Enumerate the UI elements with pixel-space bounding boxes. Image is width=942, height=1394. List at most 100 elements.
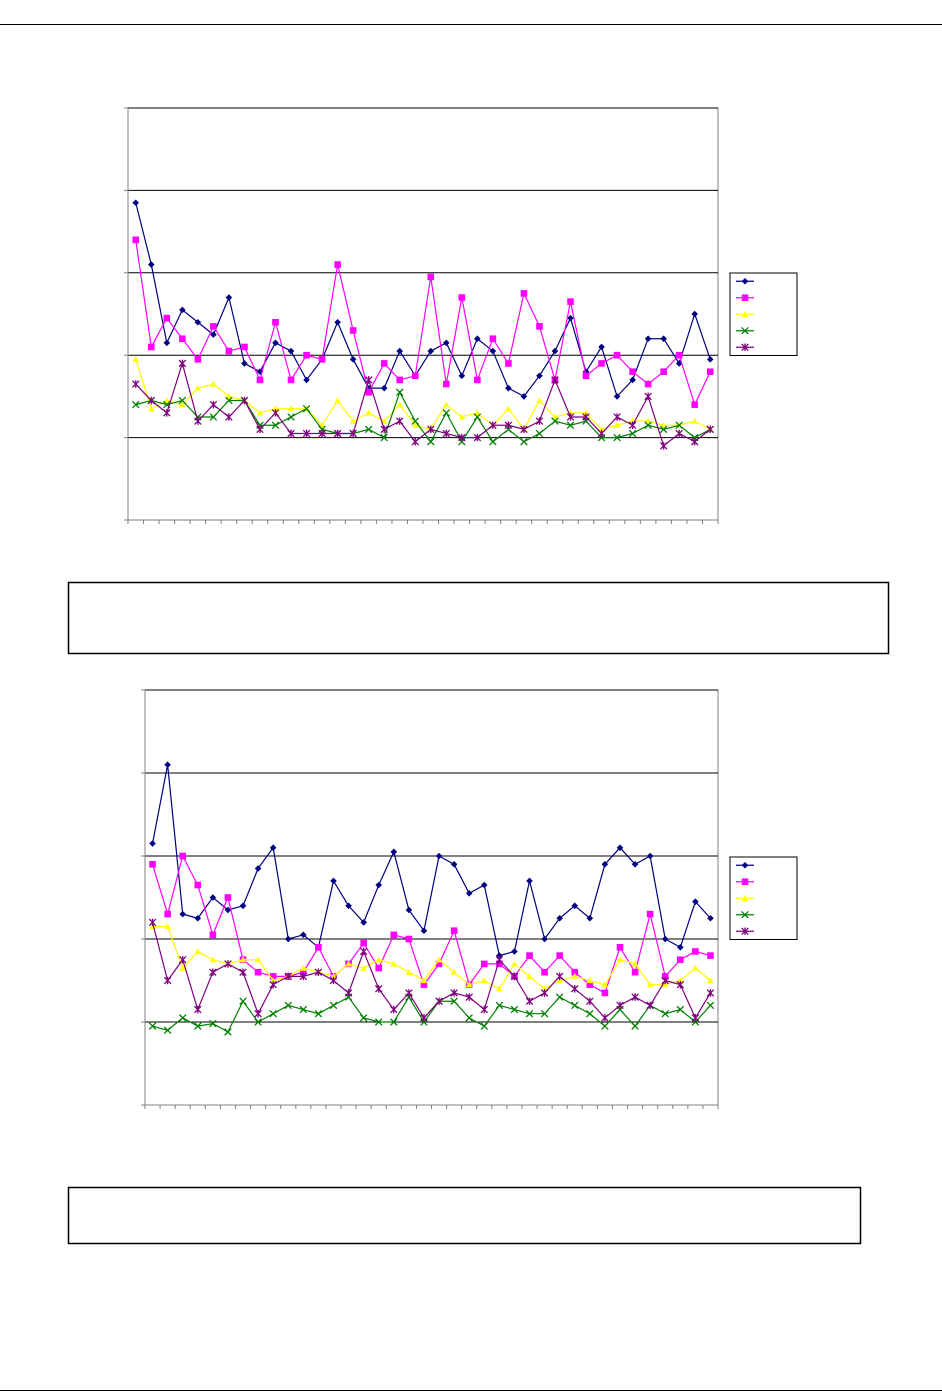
data-point <box>706 1001 715 1010</box>
data-point <box>586 1009 594 1018</box>
data-point <box>660 421 667 428</box>
data-point <box>691 1014 700 1022</box>
data-point <box>628 429 637 438</box>
data-point <box>427 347 435 355</box>
chart <box>124 107 798 524</box>
data-point <box>239 997 247 1006</box>
data-point <box>163 397 171 404</box>
data-point <box>149 840 156 847</box>
data-point <box>148 1022 157 1030</box>
data-point <box>644 417 652 424</box>
data-point <box>163 339 171 347</box>
data-point <box>179 910 186 918</box>
data-point <box>147 343 155 351</box>
data-point <box>225 347 233 355</box>
data-point <box>489 335 497 343</box>
legend-marker <box>741 878 749 886</box>
data-point <box>644 380 652 388</box>
data-point <box>495 1001 504 1010</box>
data-point <box>631 861 639 868</box>
data-point <box>675 351 683 359</box>
data-point <box>349 429 357 438</box>
data-point <box>489 421 497 430</box>
data-point <box>132 236 140 244</box>
data-point <box>571 902 579 910</box>
data-point <box>706 368 714 375</box>
data-point <box>556 952 563 959</box>
data-point <box>660 335 667 343</box>
data-point <box>541 985 548 992</box>
data-point <box>149 861 156 868</box>
data-point <box>329 976 338 985</box>
data-point <box>435 960 443 968</box>
data-point <box>675 360 683 367</box>
data-point <box>179 964 186 971</box>
data-point <box>241 343 248 351</box>
data-point <box>536 372 543 380</box>
data-point <box>541 935 548 943</box>
data-point <box>254 1009 262 1018</box>
data-point <box>396 347 404 355</box>
data-point <box>510 1005 519 1014</box>
data-point <box>504 421 513 430</box>
data-point <box>661 973 669 980</box>
data-point <box>224 1028 232 1036</box>
data-point <box>676 1005 685 1014</box>
data-point <box>571 968 579 976</box>
legend <box>729 856 798 940</box>
data-point <box>194 948 202 955</box>
data-point <box>582 372 590 380</box>
data-point <box>390 1018 398 1026</box>
data-point <box>209 413 218 421</box>
data-point <box>194 1022 202 1030</box>
data-point <box>163 1026 172 1035</box>
data-point <box>272 405 279 412</box>
data-point <box>551 376 559 384</box>
data-point <box>380 360 388 367</box>
data-point <box>269 973 277 980</box>
data-point <box>349 417 357 424</box>
data-point <box>163 314 171 322</box>
data-point <box>458 294 466 301</box>
legend-marker <box>741 294 749 302</box>
data-point <box>601 989 609 997</box>
data-point <box>555 972 564 981</box>
data-point <box>287 413 295 421</box>
data-point <box>601 861 609 868</box>
data-point <box>692 948 699 955</box>
data-point <box>675 421 683 429</box>
data-point <box>256 425 264 434</box>
data-point <box>465 981 473 988</box>
data-point <box>677 956 684 964</box>
data-point <box>333 429 342 438</box>
data-point <box>540 989 549 997</box>
data-point <box>364 376 373 384</box>
data-point <box>360 964 367 971</box>
data-point <box>465 1014 473 1022</box>
data-point <box>631 993 639 1001</box>
data-point <box>511 960 518 967</box>
data-point <box>420 927 428 934</box>
data-point <box>598 343 605 351</box>
data-point <box>225 294 233 301</box>
data-point <box>314 968 323 976</box>
data-point <box>284 935 292 943</box>
data-point <box>707 952 714 959</box>
data-point <box>520 290 528 297</box>
data-point <box>442 429 451 438</box>
data-point <box>616 956 624 963</box>
data-point <box>458 433 466 442</box>
data-point <box>442 339 450 347</box>
data-point <box>334 318 341 326</box>
data-point <box>676 980 685 989</box>
data-point <box>287 429 295 438</box>
data-point <box>269 844 277 851</box>
data-point <box>691 417 699 424</box>
data-point <box>287 376 295 384</box>
data-point <box>132 356 140 362</box>
data-point <box>390 1005 398 1014</box>
data-point <box>272 339 279 347</box>
plot-area <box>127 107 719 521</box>
data-point <box>179 401 186 408</box>
data-point <box>148 918 157 927</box>
